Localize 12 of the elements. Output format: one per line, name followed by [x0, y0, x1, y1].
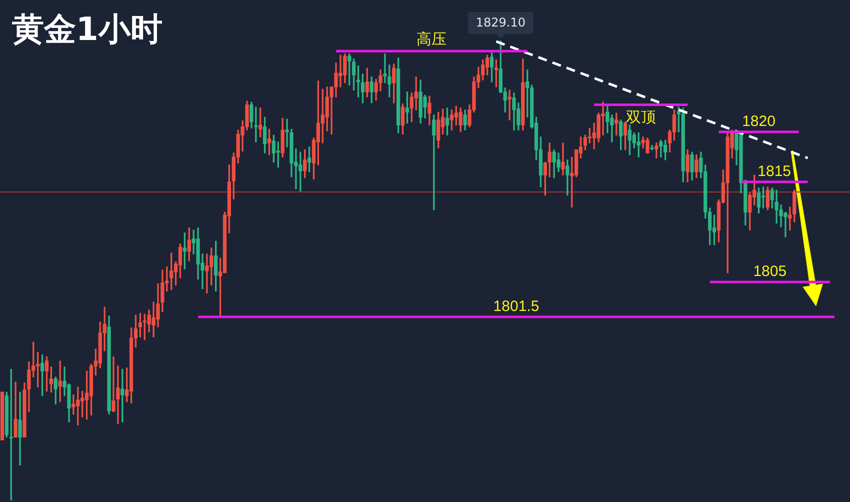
series-label: 1801.5 [493, 298, 540, 315]
candlestick [58, 360, 62, 402]
annotation: 1829.10 [476, 16, 526, 30]
candlestick [561, 142, 565, 176]
candlestick [508, 90, 512, 120]
series-label: 1815 [758, 162, 792, 180]
candlestick [18, 392, 22, 466]
series-label: 1805 [753, 262, 787, 280]
chart-title: 黄金1小时 [12, 10, 162, 48]
series-label: 高压 [416, 31, 447, 48]
series-label: 双顶 [626, 108, 656, 126]
series-label: 1820 [742, 112, 776, 130]
